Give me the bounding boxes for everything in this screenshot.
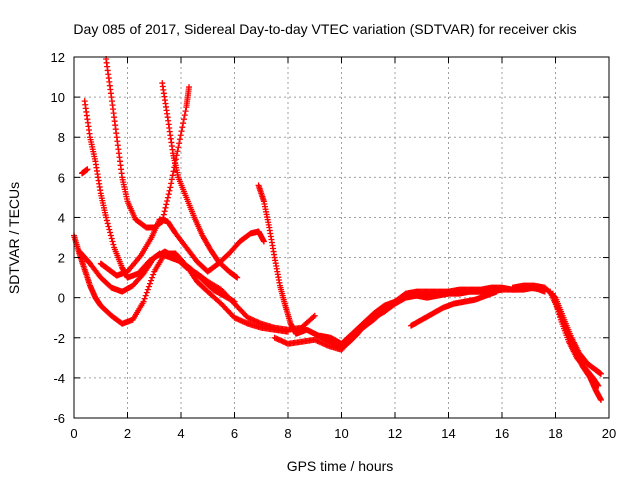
data-point xyxy=(105,223,112,230)
series-sat-e xyxy=(76,248,318,333)
data-point xyxy=(161,208,168,215)
data-points xyxy=(71,56,604,403)
series-sat-f xyxy=(97,216,267,279)
data-point xyxy=(148,277,155,284)
x-tick-label: 8 xyxy=(284,426,291,441)
data-point xyxy=(180,116,187,123)
data-point xyxy=(177,132,184,139)
data-point xyxy=(260,238,267,245)
data-point xyxy=(160,211,167,218)
data-point xyxy=(110,241,117,248)
data-point xyxy=(493,288,500,295)
series-sat-g xyxy=(159,80,241,281)
y-axis-label: SDTVAR / TECUs xyxy=(6,182,22,294)
data-point xyxy=(145,283,152,290)
data-point xyxy=(162,204,169,211)
data-point xyxy=(150,271,157,278)
y-tick-label: 2 xyxy=(58,251,65,266)
data-point xyxy=(164,194,171,201)
y-tick-label: -2 xyxy=(53,331,65,346)
x-axis-label: GPS time / hours xyxy=(287,458,394,474)
y-tick-label: 10 xyxy=(51,90,65,105)
data-point xyxy=(143,289,150,296)
series-sat-d xyxy=(79,166,91,177)
data-point xyxy=(169,172,176,179)
x-tick-label: 4 xyxy=(177,426,184,441)
data-point xyxy=(107,229,114,236)
data-point xyxy=(310,313,317,320)
data-point xyxy=(168,180,175,187)
data-point xyxy=(107,232,114,239)
series-sat-n xyxy=(549,290,602,389)
data-point xyxy=(165,191,172,198)
chart-title: Day 085 of 2017, Sidereal Day-to-day VTE… xyxy=(73,21,576,37)
x-tick-label: 14 xyxy=(441,426,455,441)
x-tick-label: 20 xyxy=(602,426,616,441)
y-tick-label: 4 xyxy=(58,210,65,225)
data-point xyxy=(108,235,115,242)
data-point xyxy=(104,220,111,227)
data-point xyxy=(179,124,186,131)
x-tick-label: 16 xyxy=(495,426,509,441)
grid-lines xyxy=(74,57,609,418)
data-point xyxy=(84,166,91,173)
data-point xyxy=(167,184,174,191)
data-point xyxy=(597,396,604,403)
y-tick-label: -6 xyxy=(53,411,65,426)
data-point xyxy=(164,197,171,204)
data-point xyxy=(109,238,116,245)
data-point xyxy=(140,298,147,305)
data-point xyxy=(103,214,110,221)
data-point xyxy=(234,274,241,281)
x-tick-label: 6 xyxy=(231,426,238,441)
x-tick-label: 18 xyxy=(548,426,562,441)
x-tick-label: 12 xyxy=(388,426,402,441)
data-point xyxy=(176,136,183,143)
series-sat-k xyxy=(408,288,500,329)
data-point xyxy=(141,295,148,302)
data-point xyxy=(182,108,189,115)
data-point xyxy=(181,112,188,119)
data-point xyxy=(168,176,175,183)
y-tick-label: -4 xyxy=(53,371,65,386)
y-tick-label: 12 xyxy=(51,50,65,65)
y-tick-label: 6 xyxy=(58,170,65,185)
data-point xyxy=(106,226,113,233)
x-tick-label: 2 xyxy=(124,426,131,441)
data-point xyxy=(595,382,602,389)
y-tick-label: 0 xyxy=(58,291,65,306)
data-point xyxy=(178,128,185,135)
data-point xyxy=(174,148,181,155)
data-point xyxy=(175,144,182,151)
data-point xyxy=(186,84,193,91)
data-point xyxy=(180,120,187,127)
data-point xyxy=(176,140,183,147)
data-point xyxy=(149,274,156,281)
data-point xyxy=(103,217,110,224)
data-point xyxy=(163,201,170,208)
data-point xyxy=(144,286,151,293)
data-point xyxy=(311,312,318,319)
x-tick-label: 0 xyxy=(70,426,77,441)
x-tick-label: 10 xyxy=(334,426,348,441)
data-point xyxy=(146,280,153,287)
data-point xyxy=(142,292,149,299)
data-point xyxy=(597,370,604,377)
data-point xyxy=(170,168,177,175)
data-point xyxy=(166,187,173,194)
y-tick-label: 8 xyxy=(58,130,65,145)
axis-ticks: 0 2 4 6 8 10 12 14 16 18 20 -6 -4 -2 0 2 4 6 8 10 12 xyxy=(51,50,617,441)
